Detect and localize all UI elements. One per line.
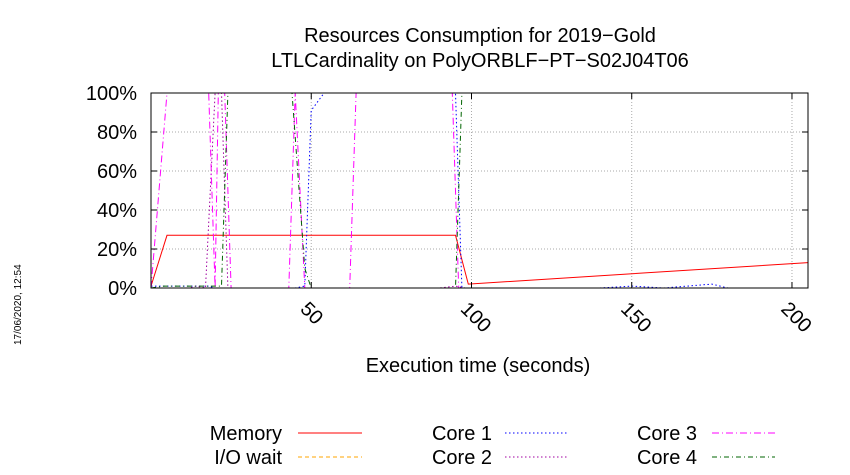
x-tick-label: 50: [296, 298, 327, 329]
y-axis-ticks: 0% 20% 40% 60% 80% 100%: [86, 83, 808, 300]
y-tick-label: 20%: [97, 239, 137, 261]
legend-label-core-3: Core 3: [637, 423, 697, 445]
y-tick-label: 60%: [97, 161, 137, 183]
series-line-core-1: [151, 92, 808, 289]
legend-label-core-4: Core 4: [637, 447, 697, 469]
y-tick-label: 100%: [86, 83, 137, 105]
y-tick-label: 40%: [97, 200, 137, 222]
x-axis-ticks: 50 100 150 200: [296, 93, 816, 337]
x-tick-label: 150: [616, 298, 655, 337]
series-line-core-3: [150, 92, 808, 289]
legend-label-memory: Memory: [210, 423, 282, 445]
chart-title-line-1: Resources Consumption for 2019−Gold: [304, 25, 656, 47]
x-tick-label: 100: [456, 298, 495, 337]
x-axis-label: Execution time (seconds): [366, 355, 591, 377]
x-tick-label: 200: [776, 298, 815, 337]
series-lines: [150, 92, 809, 289]
series-line-core-4: [150, 92, 808, 289]
grid-lines: [151, 93, 808, 288]
plot-frame: [150, 92, 809, 289]
legend-label-i-o-wait: I/O wait: [214, 447, 282, 469]
legend-label-core-1: Core 1: [432, 423, 492, 445]
y-tick-label: 80%: [97, 122, 137, 144]
timestamp: 17/06/2020, 12:54: [13, 264, 24, 345]
chart-title-line-2: LTLCardinality on PolyORBLF−PT−S02J04T06: [271, 50, 689, 72]
series-line-core-2: [151, 92, 808, 289]
legend-label-core-2: Core 2: [432, 447, 492, 469]
series-line-memory: [150, 234, 809, 287]
y-tick-label: 0%: [108, 278, 137, 300]
